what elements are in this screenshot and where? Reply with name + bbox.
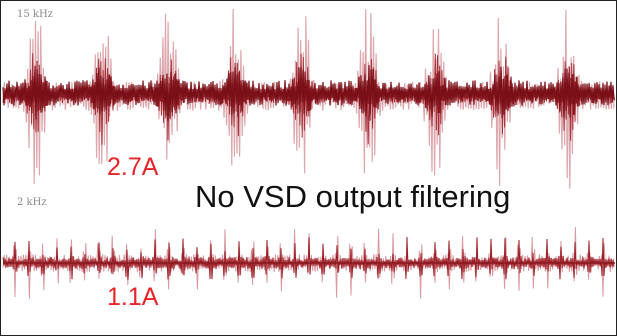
bottom-frequency-label: 2 kHz xyxy=(17,197,47,208)
top-frequency-label: 15 kHz xyxy=(17,9,53,20)
top-current-label: 2.7A xyxy=(107,153,158,182)
caption: No VSD output filtering xyxy=(195,179,510,215)
waveforms xyxy=(1,1,616,335)
figure: 15 kHz 2.7A No VSD output filtering 2 kH… xyxy=(0,0,617,336)
bottom-current-label: 1.1A xyxy=(107,283,158,312)
